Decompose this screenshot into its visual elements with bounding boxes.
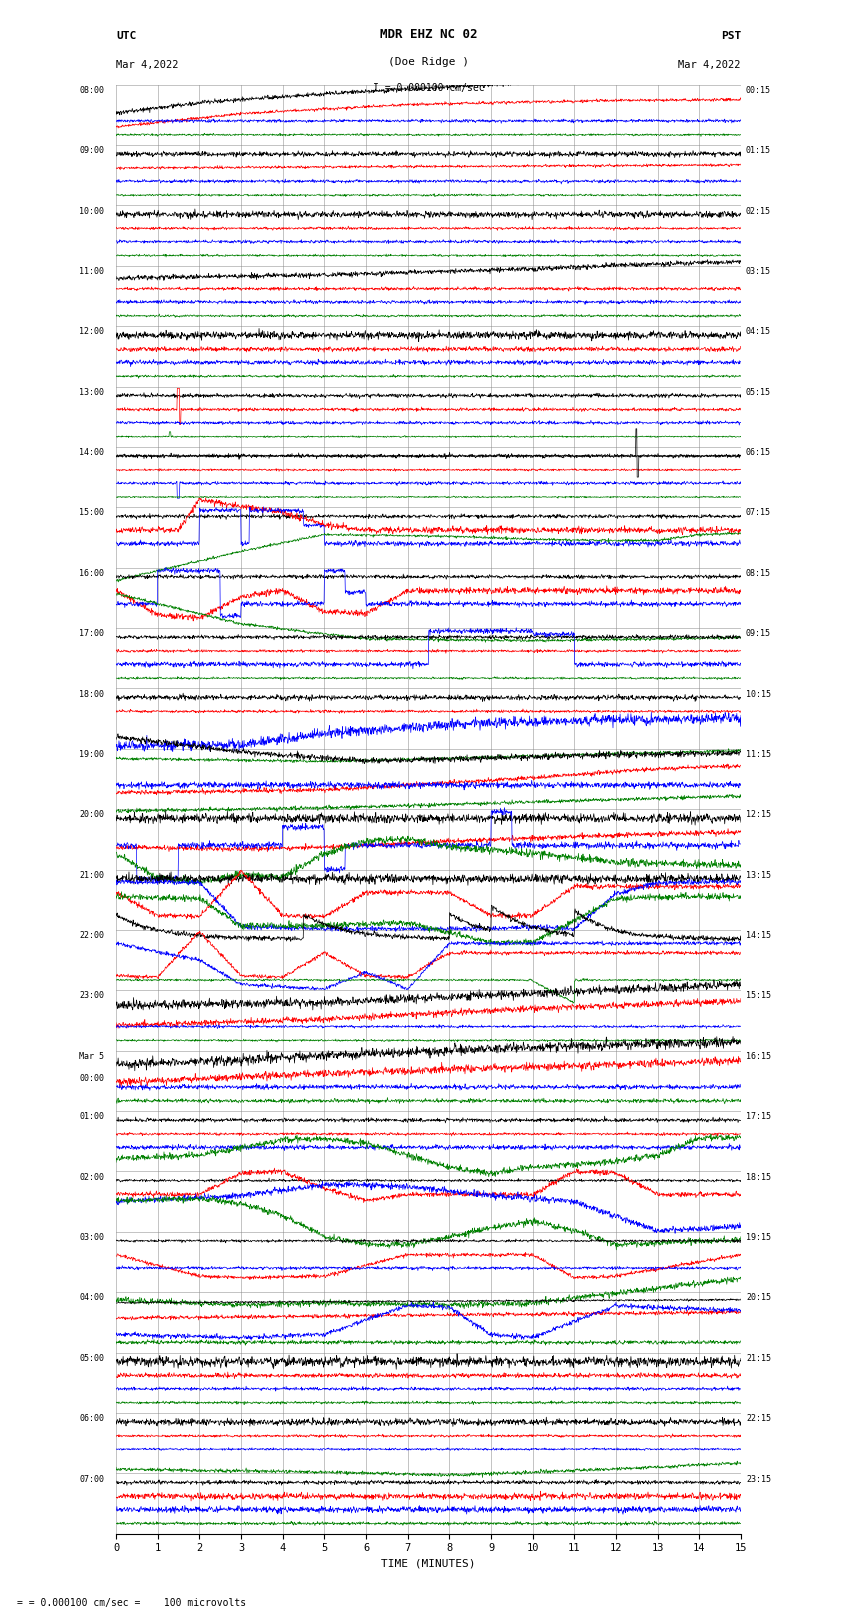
Text: 14:00: 14:00 [79, 448, 105, 456]
Text: 02:00: 02:00 [79, 1173, 105, 1182]
Text: 17:15: 17:15 [746, 1113, 771, 1121]
Text: 15:00: 15:00 [79, 508, 105, 518]
Text: 06:00: 06:00 [79, 1415, 105, 1423]
Text: 12:15: 12:15 [746, 810, 771, 819]
Text: 11:15: 11:15 [746, 750, 771, 760]
Text: 09:15: 09:15 [746, 629, 771, 639]
Text: 15:15: 15:15 [746, 992, 771, 1000]
Text: 22:15: 22:15 [746, 1415, 771, 1423]
Text: 13:00: 13:00 [79, 387, 105, 397]
Text: Mar 4,2022: Mar 4,2022 [678, 60, 741, 69]
Text: 21:00: 21:00 [79, 871, 105, 879]
Text: Mar 4,2022: Mar 4,2022 [116, 60, 178, 69]
Text: 21:15: 21:15 [746, 1353, 771, 1363]
Text: 03:15: 03:15 [746, 268, 771, 276]
Text: 13:15: 13:15 [746, 871, 771, 879]
Text: 16:00: 16:00 [79, 569, 105, 577]
Text: 10:15: 10:15 [746, 690, 771, 698]
Text: MDR EHZ NC 02: MDR EHZ NC 02 [380, 27, 477, 42]
Text: 01:15: 01:15 [746, 147, 771, 155]
Text: 19:00: 19:00 [79, 750, 105, 760]
Text: 05:15: 05:15 [746, 387, 771, 397]
Text: (Doe Ridge ): (Doe Ridge ) [388, 56, 469, 68]
Text: PST: PST [721, 31, 741, 42]
Text: 11:00: 11:00 [79, 268, 105, 276]
Text: 00:00: 00:00 [79, 1074, 105, 1082]
Text: I = 0.000100 cm/sec: I = 0.000100 cm/sec [372, 84, 484, 94]
Text: 22:00: 22:00 [79, 931, 105, 940]
Text: 07:00: 07:00 [79, 1474, 105, 1484]
Text: 03:00: 03:00 [79, 1232, 105, 1242]
Text: 02:15: 02:15 [746, 206, 771, 216]
Text: 07:15: 07:15 [746, 508, 771, 518]
Text: 19:15: 19:15 [746, 1232, 771, 1242]
Text: 06:15: 06:15 [746, 448, 771, 456]
Text: 08:15: 08:15 [746, 569, 771, 577]
Text: 05:00: 05:00 [79, 1353, 105, 1363]
Text: 10:00: 10:00 [79, 206, 105, 216]
Text: 23:15: 23:15 [746, 1474, 771, 1484]
Text: 12:00: 12:00 [79, 327, 105, 337]
Text: 04:15: 04:15 [746, 327, 771, 337]
X-axis label: TIME (MINUTES): TIME (MINUTES) [382, 1560, 476, 1569]
Text: 18:00: 18:00 [79, 690, 105, 698]
Text: 23:00: 23:00 [79, 992, 105, 1000]
Text: 17:00: 17:00 [79, 629, 105, 639]
Text: 18:15: 18:15 [746, 1173, 771, 1182]
Text: 16:15: 16:15 [746, 1052, 771, 1061]
Text: 20:15: 20:15 [746, 1294, 771, 1302]
Text: 20:00: 20:00 [79, 810, 105, 819]
Text: 14:15: 14:15 [746, 931, 771, 940]
Text: 01:00: 01:00 [79, 1113, 105, 1121]
Text: Mar 5: Mar 5 [79, 1052, 105, 1061]
Text: 04:00: 04:00 [79, 1294, 105, 1302]
Text: 08:00: 08:00 [79, 85, 105, 95]
Text: 09:00: 09:00 [79, 147, 105, 155]
Text: UTC: UTC [116, 31, 136, 42]
Text: = = 0.000100 cm/sec =    100 microvolts: = = 0.000100 cm/sec = 100 microvolts [17, 1598, 246, 1608]
Text: 00:15: 00:15 [746, 85, 771, 95]
